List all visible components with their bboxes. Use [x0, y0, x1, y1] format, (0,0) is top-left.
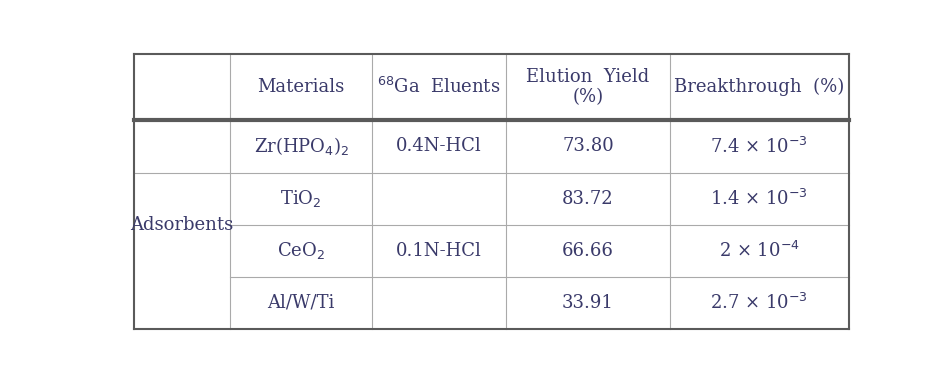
Text: 2 × 10$^{-4}$: 2 × 10$^{-4}$ [719, 241, 800, 261]
Text: 2.7 × 10$^{-3}$: 2.7 × 10$^{-3}$ [710, 293, 808, 313]
Text: Al/W/Ti: Al/W/Ti [267, 294, 335, 312]
Text: Breakthrough  (%): Breakthrough (%) [674, 78, 844, 96]
Text: 66.66: 66.66 [562, 242, 613, 260]
Text: Adsorbents: Adsorbents [130, 215, 234, 233]
Text: 73.80: 73.80 [562, 138, 613, 155]
Text: 0.1N-HCl: 0.1N-HCl [396, 242, 482, 260]
Text: Zr(HPO$_4$)$_2$: Zr(HPO$_4$)$_2$ [254, 135, 349, 158]
Text: CeO$_2$: CeO$_2$ [277, 240, 325, 261]
Text: Materials: Materials [258, 78, 345, 96]
Text: 0.4N-HCl: 0.4N-HCl [396, 138, 482, 155]
Text: $^{68}$Ga  Eluents: $^{68}$Ga Eluents [378, 77, 500, 97]
Text: 83.72: 83.72 [562, 190, 613, 208]
Text: 33.91: 33.91 [562, 294, 613, 312]
Text: 1.4 × 10$^{-3}$: 1.4 × 10$^{-3}$ [710, 188, 808, 209]
Text: TiO$_2$: TiO$_2$ [281, 188, 321, 209]
Text: 7.4 × 10$^{-3}$: 7.4 × 10$^{-3}$ [710, 136, 808, 156]
Text: Elution  Yield
(%): Elution Yield (%) [526, 68, 650, 106]
